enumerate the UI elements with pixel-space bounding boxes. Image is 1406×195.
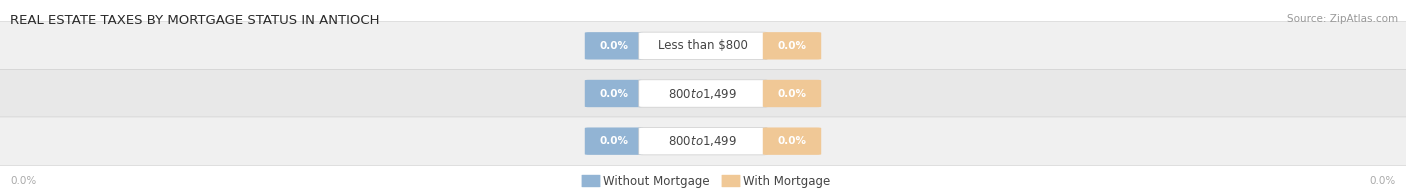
FancyBboxPatch shape (638, 128, 768, 155)
FancyBboxPatch shape (582, 175, 600, 187)
Text: 0.0%: 0.0% (1369, 176, 1396, 186)
FancyBboxPatch shape (585, 80, 643, 107)
FancyBboxPatch shape (585, 128, 643, 155)
Text: 0.0%: 0.0% (778, 136, 807, 146)
FancyBboxPatch shape (763, 80, 821, 107)
FancyBboxPatch shape (585, 32, 643, 59)
Text: 0.0%: 0.0% (778, 41, 807, 51)
Text: 0.0%: 0.0% (599, 89, 628, 98)
FancyBboxPatch shape (0, 69, 1406, 118)
FancyBboxPatch shape (0, 117, 1406, 165)
Text: 0.0%: 0.0% (10, 176, 37, 186)
Text: With Mortgage: With Mortgage (742, 175, 831, 188)
Text: 0.0%: 0.0% (778, 89, 807, 98)
Text: Less than $800: Less than $800 (658, 39, 748, 52)
FancyBboxPatch shape (638, 32, 768, 59)
Text: $800 to $1,499: $800 to $1,499 (668, 134, 738, 148)
FancyBboxPatch shape (763, 32, 821, 59)
FancyBboxPatch shape (763, 128, 821, 155)
Text: Without Mortgage: Without Mortgage (603, 175, 710, 188)
FancyBboxPatch shape (638, 80, 768, 107)
Text: $800 to $1,499: $800 to $1,499 (668, 87, 738, 100)
Text: REAL ESTATE TAXES BY MORTGAGE STATUS IN ANTIOCH: REAL ESTATE TAXES BY MORTGAGE STATUS IN … (10, 14, 380, 27)
Text: 0.0%: 0.0% (599, 41, 628, 51)
FancyBboxPatch shape (721, 175, 741, 187)
Text: Source: ZipAtlas.com: Source: ZipAtlas.com (1286, 14, 1398, 24)
FancyBboxPatch shape (0, 22, 1406, 70)
Text: 0.0%: 0.0% (599, 136, 628, 146)
